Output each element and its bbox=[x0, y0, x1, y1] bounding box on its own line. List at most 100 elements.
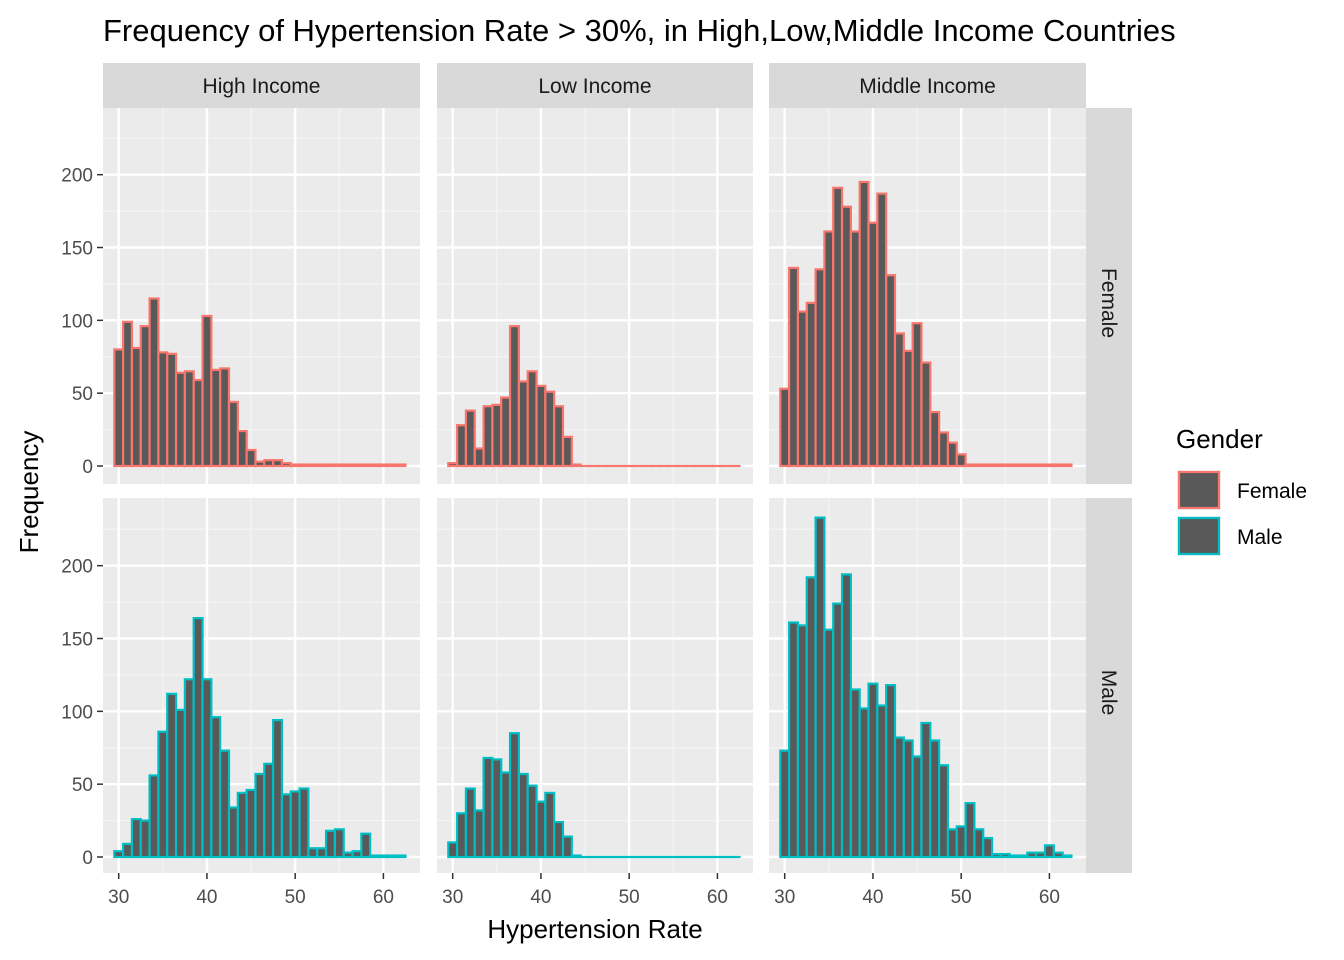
bar bbox=[929, 411, 941, 468]
bar bbox=[219, 749, 231, 859]
bar bbox=[929, 739, 941, 859]
bar bbox=[324, 463, 336, 468]
bar bbox=[867, 221, 879, 468]
bar bbox=[911, 322, 923, 468]
bar bbox=[902, 349, 914, 468]
y-tick-label: 0 bbox=[82, 457, 93, 478]
bar bbox=[920, 361, 932, 468]
chart-title: Frequency of Hypertension Rate > 30%, in… bbox=[103, 13, 1176, 48]
bar bbox=[491, 758, 503, 859]
x-axis-title: Hypertension Rate bbox=[487, 914, 702, 944]
bar bbox=[210, 368, 222, 468]
bar bbox=[823, 230, 835, 468]
bar bbox=[280, 461, 292, 468]
bar bbox=[1061, 463, 1073, 468]
strip-background bbox=[769, 63, 1086, 108]
bar bbox=[491, 403, 503, 468]
x-tick-label: 60 bbox=[707, 887, 728, 908]
bars bbox=[447, 732, 741, 859]
bars bbox=[779, 516, 1073, 859]
bar bbox=[456, 812, 468, 859]
bar bbox=[500, 771, 512, 859]
bar bbox=[1026, 851, 1038, 859]
legend-key-male: Male bbox=[1177, 516, 1283, 556]
y-tick-label: 0 bbox=[82, 848, 93, 869]
panel-high-income-male bbox=[103, 498, 420, 873]
bar bbox=[1043, 844, 1055, 859]
bar bbox=[130, 346, 142, 468]
bar bbox=[148, 774, 160, 859]
bar bbox=[1052, 851, 1064, 859]
bar bbox=[779, 749, 791, 859]
y-tick-label: 150 bbox=[61, 239, 93, 260]
bar bbox=[561, 835, 573, 859]
bar bbox=[201, 678, 213, 859]
bar bbox=[157, 730, 169, 859]
bar bbox=[544, 791, 556, 859]
x-tick-label: 30 bbox=[108, 887, 129, 908]
facet-grid: High Income Low Income Middle Income Female… bbox=[61, 63, 1132, 908]
bar bbox=[360, 463, 372, 468]
y-tick-label: 100 bbox=[61, 702, 93, 723]
bar bbox=[920, 721, 932, 859]
x-tick-label: 50 bbox=[619, 887, 640, 908]
bar bbox=[938, 431, 950, 468]
strip-label-low-income: Low Income bbox=[538, 75, 651, 98]
bar bbox=[788, 266, 800, 468]
bar bbox=[464, 409, 476, 468]
bar bbox=[386, 463, 398, 468]
row-strip-male: Male bbox=[1086, 498, 1132, 873]
bar bbox=[1035, 851, 1047, 859]
strip-middle-income: Middle Income bbox=[769, 63, 1086, 108]
bar bbox=[1017, 854, 1029, 859]
bar bbox=[377, 463, 389, 468]
bar bbox=[333, 463, 345, 468]
bar bbox=[553, 405, 565, 468]
bar bbox=[316, 847, 328, 859]
bar bbox=[148, 297, 160, 468]
bar bbox=[482, 756, 494, 859]
bar bbox=[1052, 463, 1064, 468]
bar bbox=[867, 682, 879, 859]
bar bbox=[805, 301, 817, 468]
bar bbox=[990, 852, 1002, 859]
strip-low-income: Low Income bbox=[437, 63, 753, 108]
bar bbox=[796, 310, 808, 468]
bar bbox=[183, 678, 195, 859]
bar bbox=[183, 370, 195, 468]
bar bbox=[508, 325, 520, 468]
bar bbox=[351, 850, 363, 859]
bar bbox=[1026, 463, 1038, 468]
bar bbox=[113, 850, 125, 859]
bar bbox=[130, 818, 142, 859]
bars bbox=[779, 180, 1073, 468]
legend-key-female: Female bbox=[1177, 470, 1307, 510]
bar bbox=[814, 516, 826, 859]
y-tick-label: 50 bbox=[72, 775, 93, 796]
bar bbox=[876, 704, 888, 859]
bar bbox=[964, 463, 976, 468]
bar bbox=[840, 573, 852, 859]
bar bbox=[236, 791, 248, 859]
x-tick-label: 50 bbox=[285, 887, 306, 908]
bar bbox=[324, 829, 336, 859]
bar bbox=[535, 384, 547, 468]
row-strip-label-female: Female bbox=[1097, 268, 1120, 338]
bar bbox=[893, 332, 905, 468]
bar bbox=[832, 186, 844, 468]
strip-background bbox=[103, 63, 420, 108]
bar bbox=[254, 460, 266, 468]
row-strip-background bbox=[1086, 108, 1132, 484]
legend: Gender Female Male bbox=[1176, 424, 1307, 556]
bar bbox=[307, 847, 319, 859]
panel-middle-income-female bbox=[769, 108, 1086, 484]
bar bbox=[272, 459, 284, 468]
bar bbox=[1061, 854, 1073, 859]
x-tick-label: 60 bbox=[373, 887, 394, 908]
x-tick-label: 40 bbox=[196, 887, 217, 908]
bar bbox=[779, 387, 791, 468]
bar bbox=[482, 405, 494, 468]
bar bbox=[227, 806, 239, 859]
x-tick-label: 40 bbox=[862, 887, 883, 908]
